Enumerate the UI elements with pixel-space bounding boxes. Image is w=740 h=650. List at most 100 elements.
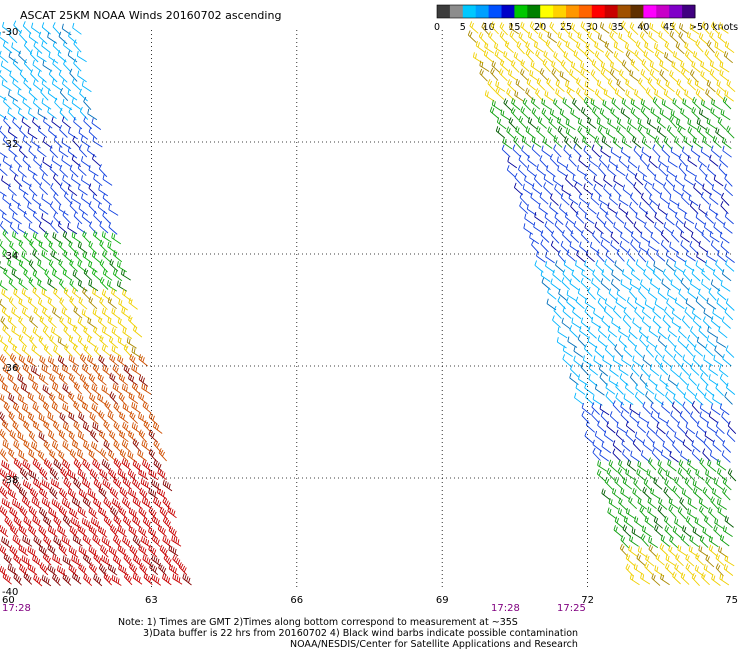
wind-barb (78, 562, 88, 576)
wind-barb (705, 554, 715, 568)
wind-barb (667, 325, 678, 338)
wind-barb (610, 231, 620, 245)
wind-barb (646, 421, 656, 434)
wind-barb (518, 154, 528, 168)
wind-barb (0, 279, 8, 291)
wind-barb (716, 336, 727, 348)
wind-barb (178, 562, 188, 576)
wind-barb (68, 354, 79, 367)
wind-barb (31, 344, 41, 357)
wind-barb (33, 478, 43, 491)
wind-barb (634, 516, 644, 529)
wind-barb (580, 362, 589, 376)
wind-barb (637, 249, 647, 263)
wind-barb (3, 96, 12, 110)
wind-barb (43, 344, 53, 357)
wind-barb (29, 238, 38, 252)
wind-barb (98, 429, 108, 443)
wind-barb (602, 99, 612, 112)
wind-barb (598, 364, 609, 377)
wind-barb (706, 335, 717, 348)
wind-barb (586, 126, 596, 139)
wind-barb (110, 506, 119, 520)
wind-barb (69, 525, 79, 539)
wind-barb (649, 68, 659, 82)
wind-barb (724, 515, 734, 528)
wind-barb (665, 80, 675, 93)
wind-barb (656, 125, 667, 138)
wind-barb (584, 383, 594, 395)
wind-barb (705, 127, 715, 140)
wind-barb (585, 41, 595, 55)
wind-barb (655, 429, 665, 443)
wind-barb (624, 42, 635, 55)
wind-barb (705, 211, 715, 224)
wind-barb (32, 402, 42, 415)
wind-barb (111, 288, 121, 301)
wind-barb (630, 450, 640, 463)
wind-barb (720, 241, 730, 254)
wind-barb (101, 289, 112, 302)
wind-barb (562, 354, 572, 367)
wind-barb (88, 127, 98, 140)
wind-barb (670, 146, 681, 158)
wind-barb (19, 563, 29, 577)
wind-barb (13, 572, 23, 586)
wind-barb (577, 31, 587, 44)
wind-barb (603, 430, 614, 443)
wind-barb (56, 565, 67, 577)
wind-barb (19, 505, 28, 519)
wind-barb (663, 136, 673, 150)
legend-swatch (643, 5, 657, 18)
wind-barb (138, 525, 148, 539)
lat-label: -32 (2, 139, 18, 150)
wind-barb (619, 543, 629, 557)
wind-barb (107, 296, 117, 310)
wind-barb (103, 440, 113, 453)
wind-barb (621, 59, 631, 73)
wind-barb (611, 97, 621, 111)
wind-barb (542, 58, 551, 73)
wind-barb (723, 563, 734, 576)
wind-barb (2, 193, 12, 206)
wind-barb (153, 459, 163, 472)
wind-barb (693, 50, 703, 63)
wind-barb (489, 106, 499, 119)
wind-barb (724, 555, 735, 567)
wind-barb (73, 39, 82, 53)
wind-barb (513, 182, 523, 196)
wind-barb (41, 249, 52, 262)
wind-barb (657, 467, 666, 481)
wind-barb (594, 430, 605, 443)
wind-barb (715, 212, 725, 225)
wind-barb (610, 147, 621, 159)
wind-barb (0, 411, 7, 425)
wind-barb (494, 42, 504, 54)
wind-barb (612, 448, 621, 462)
wind-barb (49, 486, 58, 500)
wind-barb (62, 555, 73, 567)
wind-barb (618, 364, 629, 376)
wind-barb (71, 231, 82, 244)
wind-barb (109, 487, 119, 500)
wind-barb (38, 203, 49, 215)
legend-swatch (553, 5, 567, 18)
wind-barb (71, 77, 81, 91)
wind-barb (588, 363, 599, 376)
wind-barb (606, 421, 616, 434)
wind-barb (632, 317, 642, 330)
wind-barb (47, 297, 57, 310)
wind-barb (671, 229, 680, 243)
wind-barb (58, 505, 68, 519)
wind-barb (708, 287, 717, 301)
wind-barb (81, 401, 92, 414)
wind-barb (0, 316, 9, 330)
wind-barb (567, 336, 578, 348)
wind-barb (556, 337, 567, 349)
wind-barb (101, 307, 112, 320)
wind-barb (646, 118, 657, 130)
wind-barb (167, 506, 177, 519)
wind-barb (1, 460, 12, 472)
wind-barb (21, 307, 32, 320)
wind-barb (51, 78, 62, 91)
